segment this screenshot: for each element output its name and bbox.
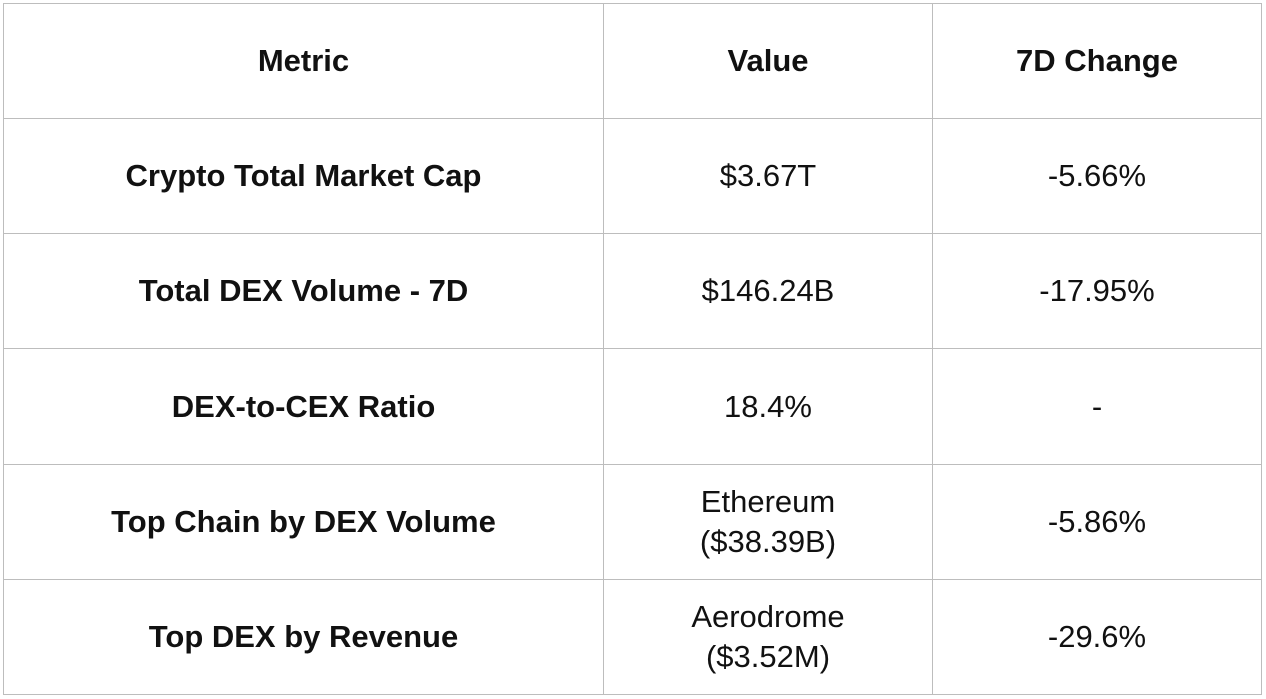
header-metric: Metric [3, 2, 604, 120]
table-row: Top DEX by Revenue Aerodrome ($3.52M) -2… [3, 578, 1262, 696]
metrics-table: Metric Value 7D Change Crypto Total Mark… [3, 2, 1262, 696]
value-text: 18.4% [724, 388, 812, 424]
table-row: Crypto Total Market Cap $3.67T -5.66% [3, 118, 1262, 235]
table-row: Total DEX Volume - 7D $146.24B -17.95% [3, 233, 1262, 350]
change-cell: -29.6% [932, 578, 1262, 696]
value-text-line1: Ethereum [700, 483, 836, 519]
value-cell: 18.4% [603, 348, 933, 465]
change-cell: -5.86% [932, 463, 1262, 580]
value-cell: Ethereum ($38.39B) [603, 463, 933, 580]
value-cell: Aerodrome ($3.52M) [603, 578, 933, 696]
metric-cell: Top DEX by Revenue [3, 578, 604, 696]
value-text: $146.24B [701, 273, 835, 309]
metric-cell: Top Chain by DEX Volume [3, 463, 604, 580]
change-cell: -5.66% [932, 118, 1262, 235]
metric-cell: Total DEX Volume - 7D [3, 233, 604, 350]
value-text-line2: ($38.39B) [699, 523, 837, 559]
change-cell: -17.95% [932, 233, 1262, 350]
value-text: $3.67T [719, 158, 817, 194]
table-header-row: Metric Value 7D Change [3, 2, 1262, 120]
value-cell: $146.24B [603, 233, 933, 350]
header-7d-change: 7D Change [932, 2, 1262, 120]
value-text-line2: ($3.52M) [705, 638, 831, 674]
header-value: Value [603, 2, 933, 120]
table-row: Top Chain by DEX Volume Ethereum ($38.39… [3, 463, 1262, 580]
change-cell: - [932, 348, 1262, 465]
metric-cell: Crypto Total Market Cap [3, 118, 604, 235]
metrics-table-container: Metric Value 7D Change Crypto Total Mark… [3, 2, 1262, 696]
table-row: DEX-to-CEX Ratio 18.4% - [3, 348, 1262, 465]
value-cell: $3.67T [603, 118, 933, 235]
value-text-line1: Aerodrome [691, 598, 845, 634]
metric-cell: DEX-to-CEX Ratio [3, 348, 604, 465]
